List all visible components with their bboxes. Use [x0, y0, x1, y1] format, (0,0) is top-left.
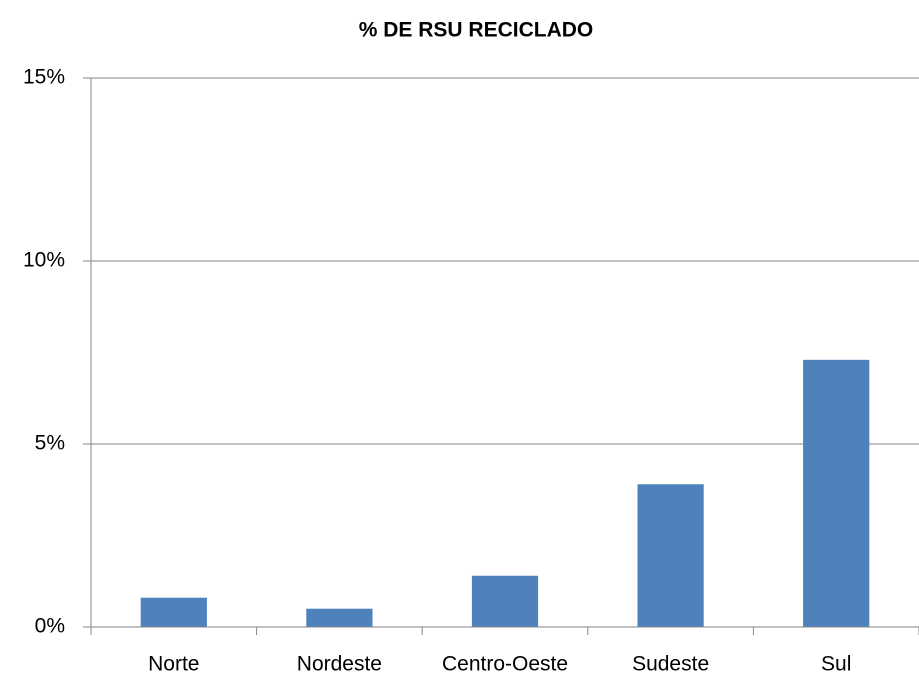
- bar: [140, 597, 207, 627]
- bar: [306, 608, 373, 627]
- x-tick-label: Nordeste: [297, 653, 382, 676]
- bar: [637, 484, 704, 627]
- x-tick-label: Sul: [821, 653, 851, 676]
- bar: [471, 575, 539, 627]
- y-tick-label: 10%: [23, 249, 65, 272]
- chart-title: % DE RSU RECICLADO: [359, 19, 594, 42]
- y-tick-label: 0%: [35, 615, 65, 638]
- y-tick-label: 15%: [23, 66, 65, 89]
- x-tick-label: Sudeste: [632, 653, 709, 676]
- x-tick-label: Norte: [148, 653, 199, 676]
- x-tick-label: Centro-Oeste: [442, 653, 568, 676]
- y-tick-label: 5%: [35, 432, 65, 455]
- bar: [803, 359, 870, 627]
